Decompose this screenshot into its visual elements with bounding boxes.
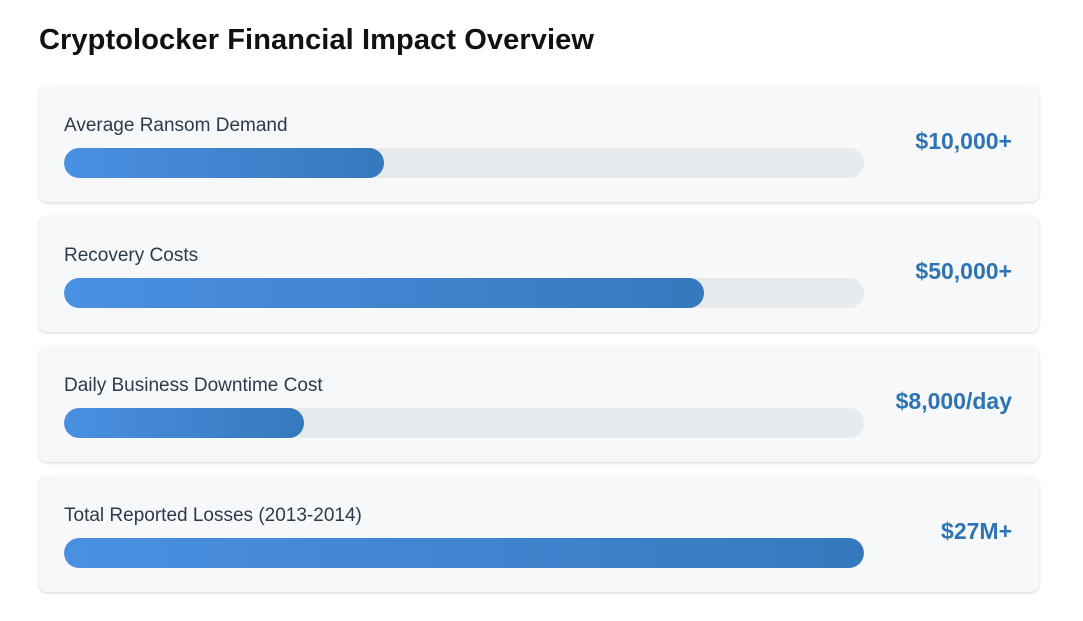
bar-track: [64, 538, 864, 568]
bar-fill: [64, 408, 304, 438]
metric-label: Total Reported Losses (2013-2014): [64, 505, 362, 526]
metric-card-recovery-costs: Recovery Costs $50,000+: [39, 216, 1039, 332]
metric-value: $10,000+: [915, 128, 1012, 154]
bar-fill: [64, 538, 864, 568]
bar-fill: [64, 278, 704, 308]
metric-card-daily-downtime: Daily Business Downtime Cost $8,000/day: [39, 346, 1039, 462]
page-title: Cryptolocker Financial Impact Overview: [39, 24, 594, 56]
bar-track: [64, 278, 864, 308]
metric-label: Recovery Costs: [64, 245, 199, 266]
metric-value: $8,000/day: [895, 388, 1012, 414]
bar-track: [64, 408, 864, 438]
metric-label: Average Ransom Demand: [64, 115, 288, 136]
metric-value: $50,000+: [915, 258, 1012, 284]
metric-card-average-ransom: Average Ransom Demand $10,000+: [39, 86, 1039, 202]
bar-fill: [64, 148, 384, 178]
metric-card-total-losses: Total Reported Losses (2013-2014) $27M+: [39, 476, 1039, 592]
metric-list: Average Ransom Demand $10,000+ Recovery …: [39, 86, 1039, 606]
bar-track: [64, 148, 864, 178]
metric-value: $27M+: [941, 518, 1012, 544]
metric-label: Daily Business Downtime Cost: [64, 375, 323, 396]
